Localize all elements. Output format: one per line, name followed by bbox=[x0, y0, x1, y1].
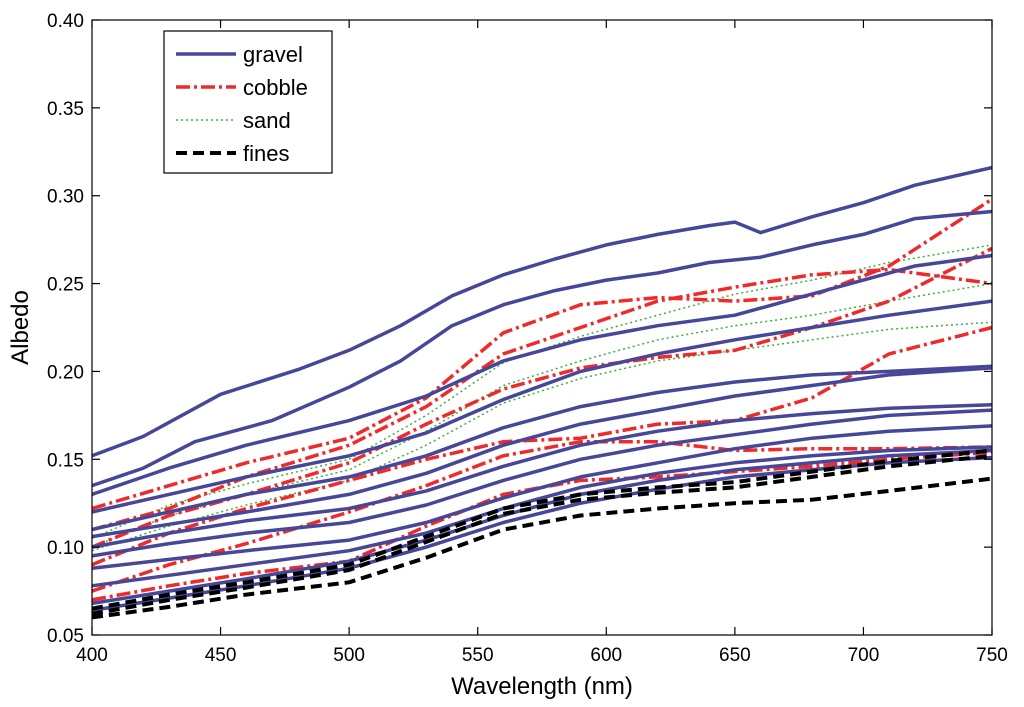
series-line-gravel-3 bbox=[91, 253, 993, 497]
series-line-cobble-5 bbox=[91, 439, 993, 593]
plot-frame bbox=[91, 19, 993, 636]
series-line-gravel-5 bbox=[91, 364, 993, 532]
series-line-gravel-4 bbox=[91, 299, 993, 514]
y-tick-label: 0.20 bbox=[47, 362, 84, 383]
legend: gravel cobble sand fines bbox=[163, 30, 333, 174]
x-tick-label: 700 bbox=[848, 645, 880, 666]
series-line-fines-1 bbox=[91, 448, 993, 611]
x-tick-label: 500 bbox=[333, 645, 365, 666]
series-line-gravel-1 bbox=[91, 165, 993, 458]
legend-label-fines: fines bbox=[243, 141, 289, 166]
y-tick-label: 0.05 bbox=[47, 626, 84, 647]
x-tick-label: 650 bbox=[719, 645, 751, 666]
x-tick-label: 450 bbox=[205, 645, 237, 666]
series-line-fines-2 bbox=[91, 453, 993, 616]
axes-layer bbox=[91, 19, 993, 636]
series-line-gravel-8 bbox=[91, 408, 993, 558]
ticks-layer: 400 450 500 550 600 650 700 750 0.05 0.10 0.15 0.20… bbox=[47, 11, 1008, 666]
x-tick-label: 550 bbox=[462, 645, 494, 666]
y-tick-label: 0.30 bbox=[47, 187, 84, 208]
x-tick-label: 400 bbox=[76, 645, 108, 666]
series-layer bbox=[91, 165, 993, 620]
series-line-cobble-6 bbox=[91, 450, 993, 602]
series-line-gravel-9 bbox=[91, 424, 993, 570]
series-line-cobble-2 bbox=[91, 267, 993, 532]
y-tick-label: 0.35 bbox=[47, 99, 84, 120]
series-line-sand-1 bbox=[91, 244, 993, 540]
series-line-gravel-7 bbox=[91, 403, 993, 549]
x-tick-label: 600 bbox=[590, 645, 622, 666]
series-line-fines-3 bbox=[91, 476, 993, 620]
y-tick-label: 0.25 bbox=[47, 275, 84, 296]
series-line-gravel-2 bbox=[91, 209, 993, 488]
y-axis-label: Albedo bbox=[7, 290, 34, 365]
x-tick-label: 750 bbox=[976, 645, 1008, 666]
series-line-gravel-10 bbox=[91, 445, 993, 588]
y-tick-label: 0.10 bbox=[47, 538, 84, 559]
legend-label-gravel: gravel bbox=[243, 42, 303, 67]
legend-label-sand: sand bbox=[243, 108, 291, 133]
y-tick-label: 0.40 bbox=[47, 11, 84, 32]
series-line-gravel-6 bbox=[91, 366, 993, 539]
x-axis-label: Wavelength (nm) bbox=[451, 673, 633, 700]
y-tick-label: 0.15 bbox=[47, 450, 84, 471]
legend-label-cobble: cobble bbox=[243, 75, 308, 100]
